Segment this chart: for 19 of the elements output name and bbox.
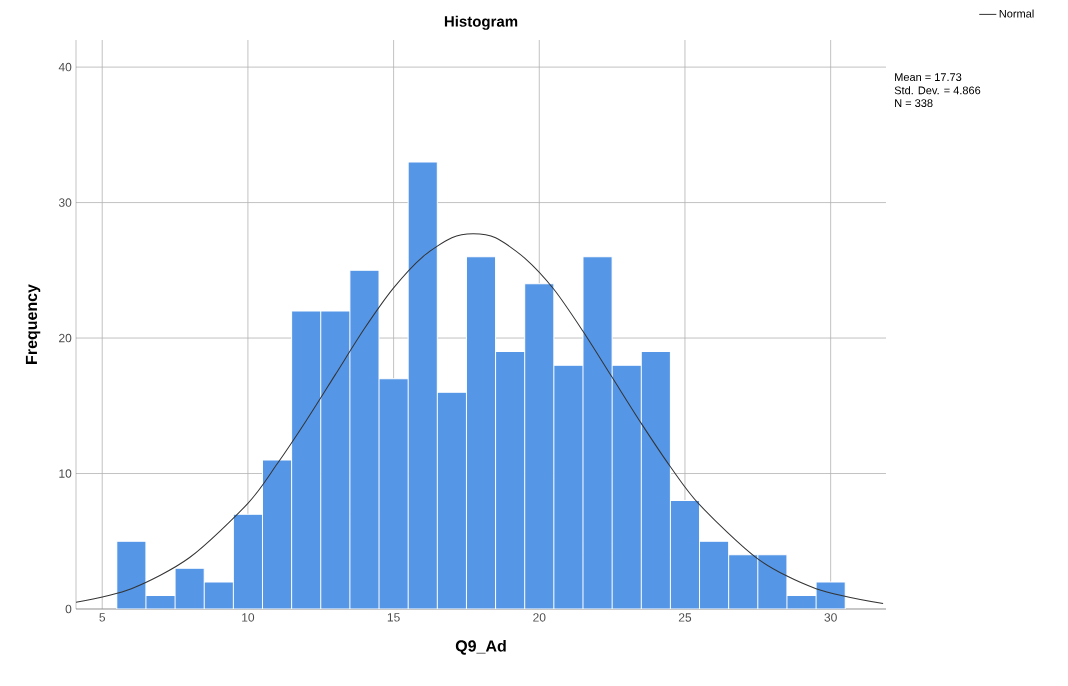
chart-title: Histogram: [444, 15, 518, 30]
line-series: [76, 233, 884, 605]
x-tick-label: 10: [242, 613, 255, 622]
x-tick-label: 30: [824, 613, 837, 622]
y-tick-label: 30: [58, 198, 72, 207]
y-tick-label: 10: [59, 469, 72, 478]
y-tick-label: 20: [59, 333, 72, 343]
y-axis-title: Frequency: [25, 284, 41, 364]
x-tick-label: 20: [533, 613, 546, 622]
x-tick-label: 15: [387, 613, 400, 622]
text: N = 338: [895, 99, 933, 107]
y-tick-label: 0: [65, 604, 72, 614]
x-tick-label: 5: [99, 613, 106, 622]
text: Std. Dev. = 4.866: [894, 86, 981, 95]
x-tick-label: 25: [678, 613, 692, 622]
text: Mean = 17.73: [895, 73, 962, 81]
y-tick-label: 40: [58, 62, 72, 72]
x-axis-title: Q9_Ad: [455, 639, 506, 655]
legend-label: Normal: [999, 9, 1034, 18]
